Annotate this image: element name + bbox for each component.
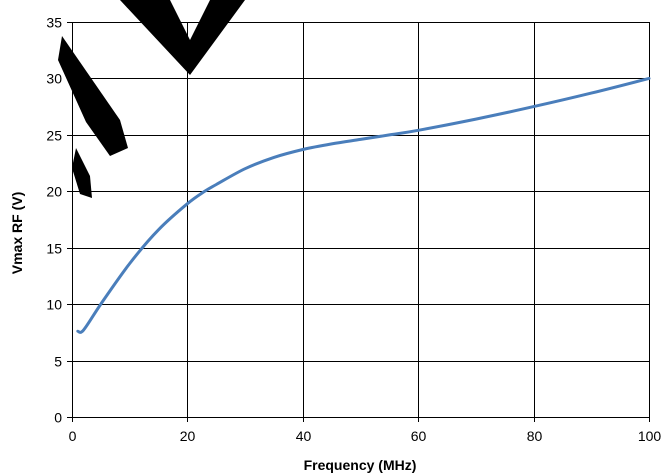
- watermark: [58, 0, 245, 198]
- x-tick-label: 80: [527, 428, 543, 444]
- y-tick-label: 20: [46, 184, 62, 200]
- series-layer: [76, 76, 651, 334]
- watermark-shape: [120, 0, 245, 75]
- x-tick-label: 20: [180, 428, 196, 444]
- y-tick-label: 30: [46, 71, 62, 87]
- y-tick-label: 10: [46, 297, 62, 313]
- y-tick-label: 5: [54, 354, 62, 370]
- x-tick-label: 60: [411, 428, 427, 444]
- x-tick-label: 100: [638, 428, 662, 444]
- watermark-shape: [58, 36, 128, 156]
- x-axis-title: Frequency (MHz): [304, 457, 417, 473]
- x-tick-label: 0: [69, 428, 77, 444]
- watermark-shape: [72, 148, 92, 198]
- y-tick-label: 35: [46, 15, 62, 31]
- y-tick-label: 15: [46, 241, 62, 257]
- tick-label-layer: 0 5 10 15 20 25 30 35 0 20 40 60 80 100: [46, 15, 661, 445]
- y-tick-label: 25: [46, 128, 62, 144]
- x-tick-label: 40: [296, 428, 312, 444]
- grid-layer: [67, 22, 650, 422]
- y-axis-title: Vmax RF (V): [9, 192, 25, 274]
- series-line: [76, 76, 651, 334]
- y-tick-label: 0: [54, 410, 62, 426]
